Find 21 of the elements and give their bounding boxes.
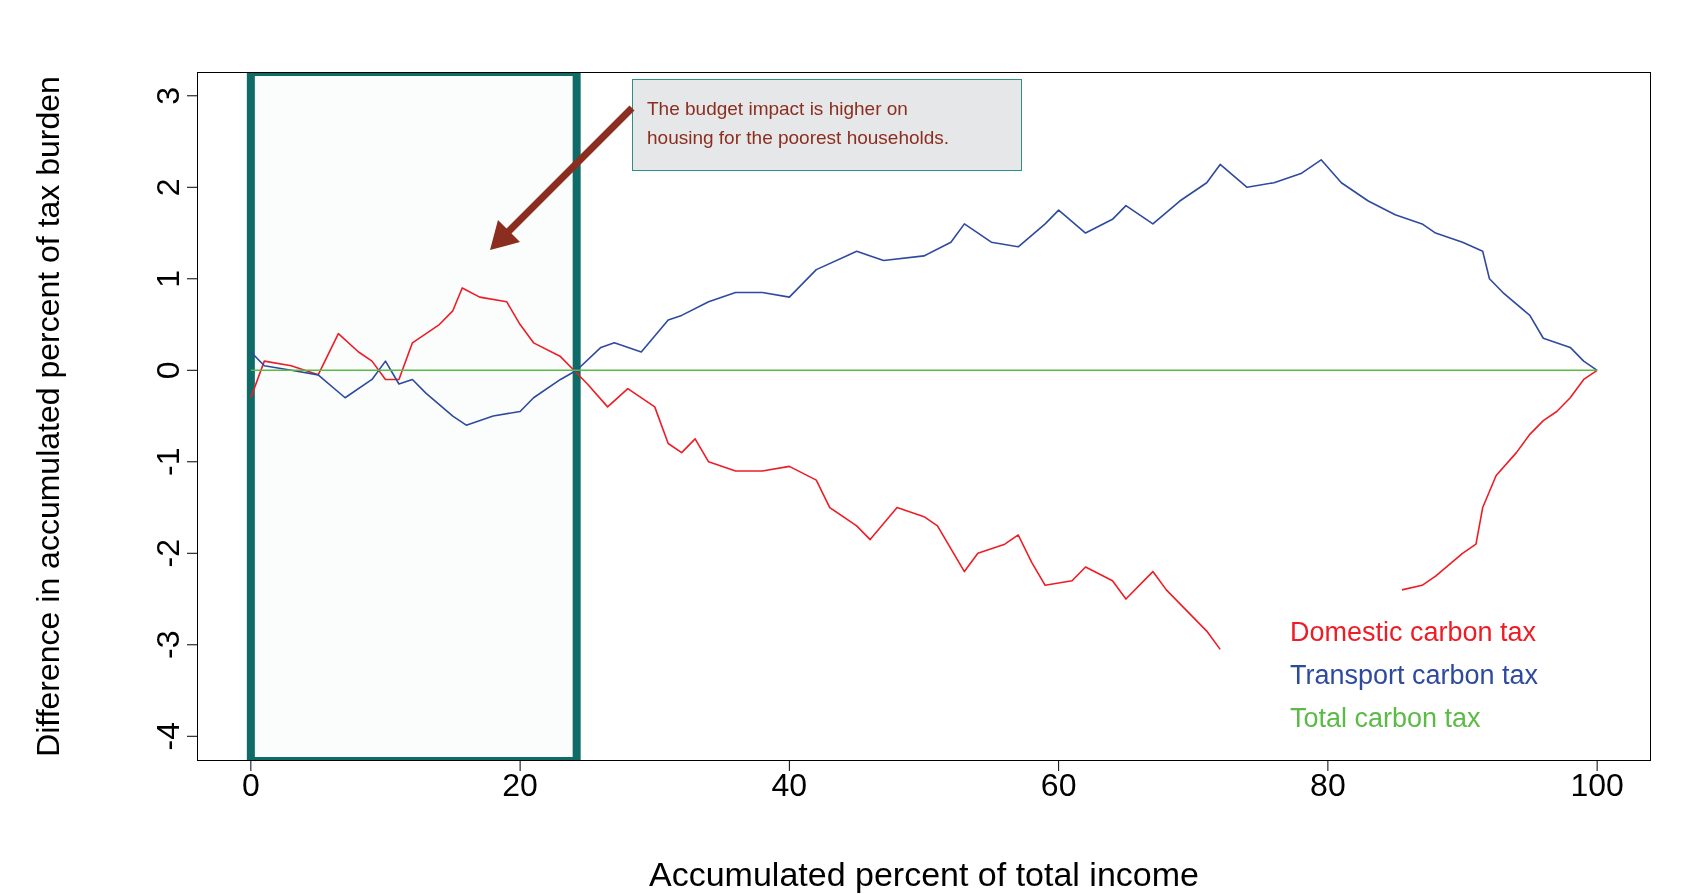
y-tick-label: -1 — [150, 447, 186, 477]
y-tick-label: -4 — [150, 722, 186, 751]
x-tick-label: 100 — [1570, 766, 1624, 803]
line-series — [250, 159, 1598, 426]
y-tick-label: -3 — [150, 630, 186, 660]
series-label: Domestic carbon tax — [1290, 616, 1538, 648]
x-axis-title: Accumulated percent of total income — [649, 855, 1199, 893]
text: Transport carbon tax — [1290, 659, 1540, 691]
x-tick-label: 40 — [771, 766, 808, 803]
y-tick-label: 1 — [150, 269, 186, 288]
y-tick-label: -2 — [150, 539, 186, 568]
x-tick-label: 0 — [241, 766, 260, 803]
x-tick-label: 80 — [1310, 766, 1346, 803]
x-tick-label: 60 — [1040, 766, 1077, 803]
note-box: The budget impact is higher on housing for the poorest households. — [632, 79, 1022, 171]
text: Total carbon tax — [1290, 702, 1482, 734]
x-tick-label: 20 — [502, 766, 538, 803]
y-tick-label: 0 — [150, 361, 186, 380]
y-tick-label: 3 — [150, 86, 186, 105]
y-tick-label: 2 — [150, 178, 186, 197]
y-axis-title: Difference in accumulated percent of tax burden — [30, 76, 67, 757]
